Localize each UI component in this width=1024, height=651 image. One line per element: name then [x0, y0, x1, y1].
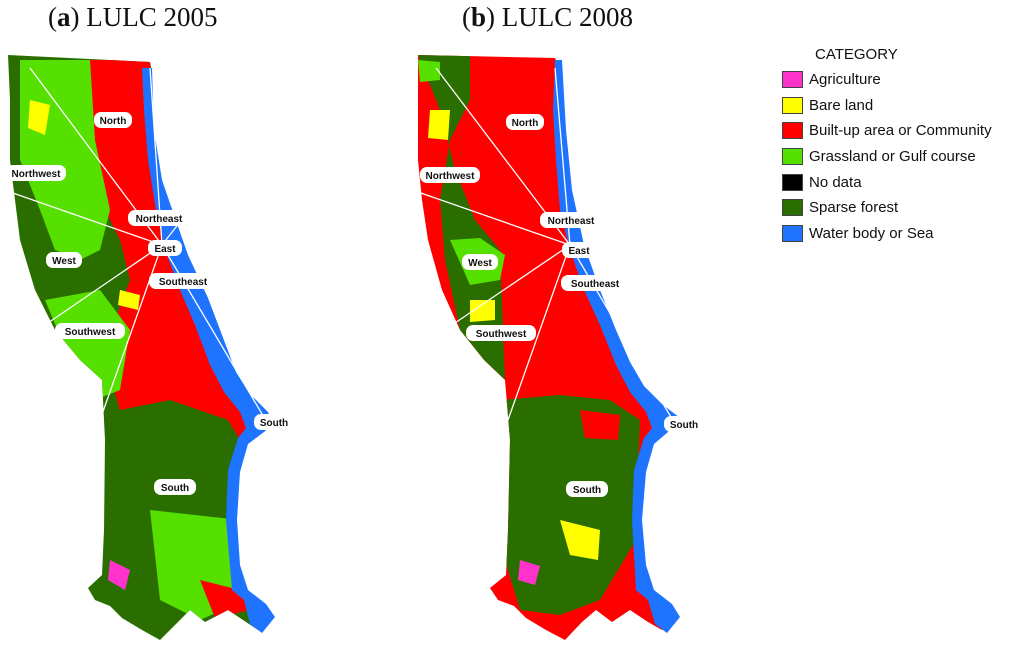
zone-label-north-a: North: [94, 112, 132, 128]
zone-label-southeast-a: Southeast: [149, 273, 217, 289]
legend-label: Built-up area or Community: [809, 122, 992, 140]
legend-item: Sparse forest: [782, 195, 992, 221]
svg-text:Southwest: Southwest: [476, 329, 527, 340]
legend-label: Sparse forest: [809, 199, 899, 217]
svg-text:South: South: [260, 418, 288, 429]
map-lulc-2005: North Northwest Northeast East West Sout…: [6, 55, 294, 640]
svg-text:Northwest: Northwest: [12, 169, 62, 180]
map-lulc-2008: North Northwest Northeast East West Sout…: [417, 55, 704, 640]
panel-b-title: (b) LULC 2008: [462, 2, 634, 32]
map-a-grass-southwest: [45, 290, 130, 400]
legend-label: Water body or Sea: [809, 224, 934, 242]
zone-label-west-b: West: [462, 254, 498, 270]
zone-label-south-coast-a: South: [254, 414, 294, 430]
svg-text:North: North: [100, 116, 127, 127]
svg-text:Southwest: Southwest: [65, 327, 116, 338]
legend-item: Grassland or Gulf course: [782, 144, 992, 170]
legend-swatch: [782, 224, 803, 242]
panel-b-title-text: LULC 2008: [501, 2, 634, 32]
svg-text:South: South: [670, 420, 698, 431]
zone-label-east-a: East: [148, 240, 182, 256]
panel-a-letter: a: [57, 2, 71, 32]
legend-title: CATEGORY: [815, 46, 898, 63]
legend-swatch: [782, 173, 803, 191]
panel-b-letter: b: [471, 2, 487, 32]
map-b-forest-west: [418, 55, 505, 380]
map-b-bare-patch-1: [428, 110, 450, 140]
svg-text:East: East: [154, 244, 176, 255]
svg-text:North: North: [512, 118, 539, 129]
legend-item: No data: [782, 169, 992, 195]
panel-a-title-text: LULC 2005: [86, 2, 218, 32]
legend-swatch: [782, 96, 803, 114]
map-b-agriculture-patch: [518, 560, 540, 585]
map-b-forest-south: [500, 395, 640, 615]
svg-text:Northeast: Northeast: [548, 216, 595, 227]
zone-label-southwest-b: Southwest: [466, 325, 536, 341]
legend-label: Bare land: [809, 96, 874, 114]
map-b-bare-patch-3: [560, 520, 600, 560]
legend-item: Agriculture: [782, 67, 992, 93]
zone-label-north-b: North: [506, 114, 544, 130]
zone-label-east-b: East: [562, 242, 596, 258]
map-b-bare-patch-2: [470, 300, 495, 322]
map-a-agriculture-patch: [108, 560, 130, 590]
svg-text:South: South: [573, 485, 601, 496]
zone-label-northwest-b: Northwest: [420, 167, 480, 183]
panel-a-title: (a) LULC 2005: [48, 2, 218, 32]
svg-text:Southeast: Southeast: [159, 277, 208, 288]
map-b-sea: [553, 60, 680, 633]
zone-label-northeast-b: Northeast: [540, 212, 602, 228]
zone-label-northeast-a: Northeast: [128, 210, 190, 226]
map-b-builtup-south: [580, 410, 620, 440]
zone-label-northwest-a: Northwest: [6, 165, 66, 181]
zone-label-south-inland-a: South: [154, 479, 196, 495]
legend: CATEGORY Agriculture Bare land Built-up ar…: [782, 46, 992, 246]
legend-label: Agriculture: [809, 71, 881, 89]
zone-label-south-inland-b: South: [566, 481, 608, 497]
legend-swatch: [782, 199, 803, 217]
legend-swatch: [782, 71, 803, 89]
zone-label-southeast-b: Southeast: [561, 275, 629, 291]
svg-text:West: West: [52, 256, 76, 267]
svg-text:South: South: [161, 483, 189, 494]
map-a-bare-patch-2: [118, 290, 140, 310]
legend-items: Agriculture Bare land Built-up area or Com…: [782, 67, 992, 246]
zone-label-southwest-a: Southwest: [55, 323, 125, 339]
svg-text:Northeast: Northeast: [136, 214, 183, 225]
legend-label: Grassland or Gulf course: [809, 148, 976, 166]
legend-swatch: [782, 148, 803, 166]
legend-item: Bare land: [782, 93, 992, 119]
legend-label: No data: [809, 173, 862, 191]
zone-label-west-a: West: [46, 252, 82, 268]
svg-text:Southeast: Southeast: [571, 279, 620, 290]
map-a-bare-patch-1: [28, 100, 50, 135]
map-b-grass-north: [418, 60, 440, 82]
legend-item: Water body or Sea: [782, 221, 992, 247]
zone-label-south-coast-b: South: [664, 416, 704, 432]
map-a-sea: [142, 68, 275, 633]
svg-text:Northwest: Northwest: [426, 171, 476, 182]
legend-swatch: [782, 122, 803, 140]
legend-item: Built-up area or Community: [782, 118, 992, 144]
svg-text:West: West: [468, 258, 492, 269]
svg-text:East: East: [568, 246, 590, 257]
